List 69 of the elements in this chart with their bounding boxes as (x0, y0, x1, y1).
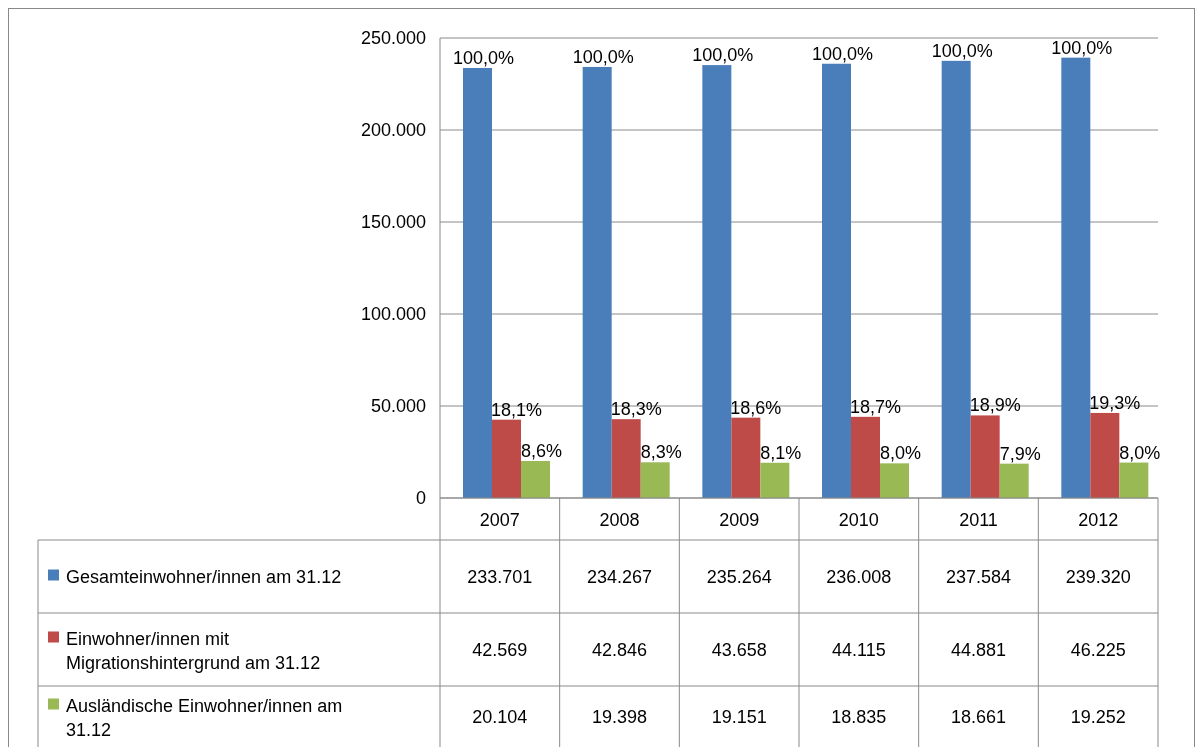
bar (640, 462, 670, 498)
annotation: 18,6% (730, 397, 782, 418)
annotation: 18,9% (969, 395, 1021, 416)
annotation: 19,3% (1089, 392, 1141, 413)
legend-label: Gesamteinwohner/innen am 31.12 (66, 566, 342, 587)
y-tick-label: 50.000 (370, 396, 426, 416)
data-label: 233.701 (467, 566, 533, 587)
annotation: 8,0% (879, 443, 922, 464)
bar (731, 417, 761, 498)
bar (582, 66, 612, 498)
y-tick-label: 200.000 (360, 120, 426, 140)
data-label: 18.835 (831, 706, 887, 727)
x-tick-label: 2010 (838, 510, 879, 530)
x-tick-label: 2009 (719, 510, 760, 530)
annotation: 100,0% (452, 47, 515, 68)
x-tick-label: 2011 (959, 510, 998, 530)
data-label: 44.881 (950, 639, 1007, 660)
legend-label: Einwohner/innen mit Migrationshintergrund am 31.12 (66, 628, 321, 673)
bar (880, 463, 909, 498)
annotation: 100,0% (931, 40, 993, 61)
bar (492, 419, 521, 498)
data-label: 42.846 (591, 639, 648, 660)
bar (1090, 412, 1120, 498)
data-label: 43.658 (711, 639, 767, 660)
y-tick-label: 0 (415, 488, 426, 508)
annotation: 100,0% (1051, 37, 1113, 58)
bar (611, 419, 641, 498)
bar (999, 463, 1029, 498)
bar (521, 461, 550, 498)
data-label: 239.320 (1065, 566, 1131, 587)
x-tick-label: 2008 (599, 510, 640, 530)
data-label: 19.252 (1070, 706, 1126, 727)
bar (941, 60, 971, 498)
bar (702, 65, 732, 498)
x-tick-label: 2007 (479, 510, 520, 530)
data-label: 19.151 (711, 706, 767, 727)
bar (463, 67, 492, 498)
bar (970, 415, 1000, 498)
data-label: 236.008 (826, 566, 892, 587)
data-label: 44.115 (831, 639, 886, 660)
data-label: 235.264 (706, 566, 772, 587)
data-label: 46.225 (1070, 639, 1126, 660)
bar (1061, 57, 1091, 498)
data-label: 19.398 (591, 706, 648, 727)
annotation: 18,3% (610, 399, 662, 420)
data-label: 237.584 (945, 566, 1012, 587)
y-tick-label: 150.000 (360, 212, 426, 232)
x-tick-label: 2012 (1078, 510, 1119, 530)
bar (1119, 462, 1149, 498)
annotation: 8,6% (520, 441, 563, 462)
bar (822, 63, 851, 498)
annotation: 100,0% (572, 46, 634, 67)
annotation: 100,0% (811, 43, 874, 64)
annotation: 7,9% (999, 443, 1041, 464)
bar (760, 462, 790, 498)
annotation: 18,1% (490, 399, 543, 420)
y-tick-label: 100.000 (360, 304, 426, 324)
annotation: 100,0% (692, 45, 754, 66)
data-label: 20.104 (472, 706, 528, 727)
y-tick-label: 250.000 (360, 28, 426, 48)
legend-label: Ausländische Einwohner/innen am 31.12 (66, 695, 343, 740)
annotation: 8,0% (1119, 442, 1161, 463)
bar (851, 416, 880, 498)
annotation: 18,7% (849, 396, 902, 417)
data-label: 42.569 (472, 639, 528, 660)
annotation: 8,3% (640, 442, 682, 463)
data-label: 18.661 (950, 706, 1007, 727)
annotation: 8,1% (760, 442, 802, 463)
data-label: 234.267 (586, 566, 653, 587)
